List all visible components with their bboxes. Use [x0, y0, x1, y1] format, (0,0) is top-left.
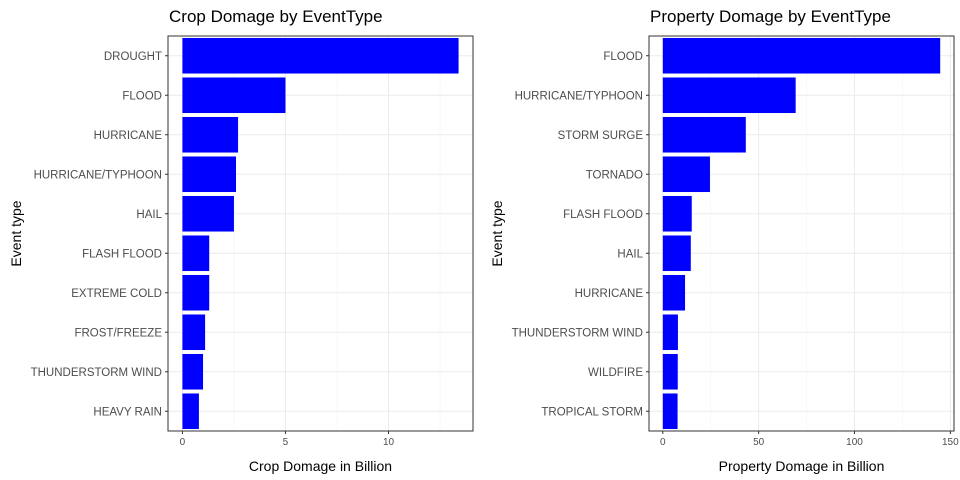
- property-x-tick-label: 150: [942, 437, 959, 448]
- crop-x-tick-label: 0: [180, 437, 186, 448]
- crop-bar-heavy-rain: [182, 393, 199, 430]
- crop-category-label: FLOOD: [122, 90, 162, 102]
- property-chart-title: Property Domage by EventType: [650, 7, 891, 26]
- property-category-label: HAIL: [617, 248, 643, 260]
- crop-bar-flood: [182, 77, 286, 114]
- property-x-axis-title: Property Domage in Billion: [719, 458, 885, 474]
- crop-category-label: THUNDERSTORM WIND: [31, 367, 162, 379]
- crop-bar-hurricane-typhoon: [182, 156, 237, 193]
- crop-x-tick-label: 5: [283, 437, 289, 448]
- property-bars: [662, 37, 941, 430]
- property-category-label: FLOOD: [603, 51, 643, 63]
- crop-bar-hail: [182, 195, 234, 232]
- property-category-labels: FLOOD HURRICANE/TYPHOON STORM SURGE TORNADO…: [512, 51, 649, 418]
- crop-category-label: HEAVY RAIN: [93, 406, 162, 418]
- property-category-label: FLASH FLOOD: [563, 209, 643, 221]
- crop-bar-extreme-cold: [182, 274, 210, 311]
- crop-category-label: HAIL: [136, 209, 162, 221]
- property-bar-flash-flood: [662, 195, 692, 232]
- crop-category-label: FLASH FLOOD: [82, 248, 162, 260]
- crop-bar-hurricane: [182, 116, 239, 153]
- property-bar-tropical-storm: [662, 393, 678, 430]
- property-bar-tornado: [662, 156, 710, 193]
- crop-panel-border: [167, 35, 474, 432]
- crop-category-label: EXTREME COLD: [71, 288, 162, 300]
- crop-damage-chart: Crop Domage by EventType DROUGHT FLOOD HUR…: [8, 7, 474, 474]
- property-x-tick-label: 50: [753, 437, 765, 448]
- property-category-label: TROPICAL STORM: [541, 406, 643, 418]
- crop-category-label: HURRICANE: [94, 130, 163, 142]
- property-panel-border: [648, 35, 955, 432]
- crop-category-label: FROST/FREEZE: [74, 327, 162, 339]
- property-bar-flood: [662, 37, 941, 74]
- crop-category-labels: DROUGHT FLOOD HURRICANE HURRICANE/TYPHOON HA…: [31, 51, 168, 418]
- crop-bar-drought: [182, 37, 459, 74]
- crop-y-axis-title: Event type: [8, 200, 24, 266]
- property-bar-wildfire: [662, 353, 678, 390]
- crop-bar-thunderstorm-wind: [182, 353, 204, 390]
- crop-bar-frost-freeze: [182, 314, 206, 351]
- property-bar-storm-surge: [662, 116, 746, 153]
- property-damage-chart: Property Domage by EventType FLOOD HURRIC…: [489, 7, 959, 474]
- property-category-label: TORNADO: [586, 169, 643, 181]
- property-category-label: STORM SURGE: [558, 130, 644, 142]
- crop-bar-flash-flood: [182, 235, 210, 272]
- property-category-label: THUNDERSTORM WIND: [512, 327, 643, 339]
- property-y-axis-title: Event type: [489, 200, 505, 266]
- property-x-tick-label: 100: [846, 437, 863, 448]
- crop-x-axis-title: Crop Domage in Billion: [249, 458, 392, 474]
- property-bar-hurricane: [662, 274, 686, 311]
- property-bar-hurricane-typhoon: [662, 77, 796, 114]
- property-bar-hail: [662, 235, 691, 272]
- property-bar-thunderstorm-wind: [662, 314, 678, 351]
- crop-x-tick-label: 10: [383, 437, 395, 448]
- crop-chart-title: Crop Domage by EventType: [169, 7, 383, 26]
- property-category-label: HURRICANE: [575, 288, 644, 300]
- property-x-tick-label: 0: [660, 437, 666, 448]
- crop-bars: [182, 37, 459, 430]
- crop-category-label: HURRICANE/TYPHOON: [34, 169, 162, 181]
- property-category-label: HURRICANE/TYPHOON: [515, 90, 643, 102]
- property-category-label: WILDFIRE: [588, 367, 643, 379]
- crop-x-ticks: 0 5 10: [180, 431, 395, 448]
- crop-category-label: DROUGHT: [104, 51, 162, 63]
- property-x-ticks: 0 50 100 150: [660, 431, 959, 448]
